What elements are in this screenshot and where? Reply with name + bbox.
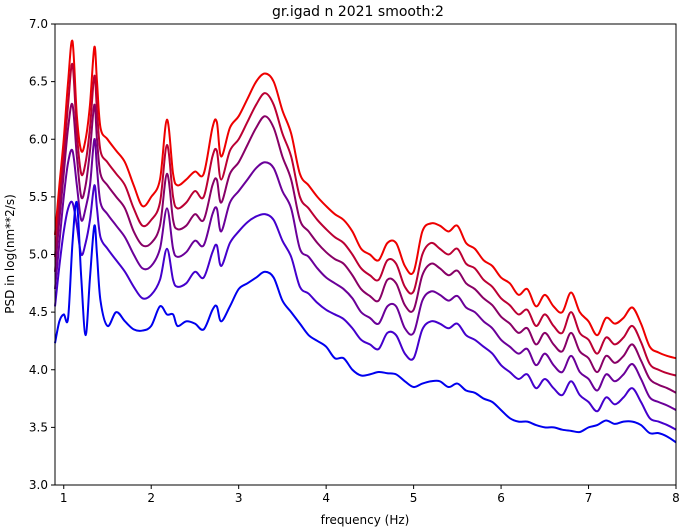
- y-axis: 3.0 3.5 4.0 4.5 5.0 5.5 6.0 6.5 7.0: [29, 17, 55, 492]
- x-axis: 1 2 3 4 5 6 7 8: [60, 485, 680, 505]
- x-tick-label: 6: [497, 491, 505, 505]
- y-tick-label: 5.5: [29, 190, 48, 204]
- y-tick-label: 3.5: [29, 420, 48, 434]
- series-line-5: [54, 184, 677, 431]
- y-tick-label: 4.5: [29, 305, 48, 319]
- x-tick-label: 3: [235, 491, 243, 505]
- x-tick-label: 5: [410, 491, 418, 505]
- chart-title: gr.igad n 2021 smooth:2: [272, 4, 444, 20]
- plot-frame: [54, 23, 677, 486]
- x-tick-label: 8: [672, 491, 680, 505]
- x-axis-label: frequency (Hz): [321, 513, 410, 527]
- x-tick-label: 2: [147, 491, 155, 505]
- x-tick-label: 1: [60, 491, 68, 505]
- y-axis-label: PSD in log(nm**2/s): [3, 194, 17, 314]
- series-line-4: [54, 138, 677, 411]
- y-tick-label: 7.0: [29, 17, 48, 31]
- y-tick-label: 3.0: [29, 478, 48, 492]
- x-tick-label: 4: [322, 491, 330, 505]
- series-line-1: [54, 39, 677, 360]
- series-line-3: [54, 102, 677, 394]
- y-tick-label: 4.0: [29, 363, 48, 377]
- y-tick-label: 6.0: [29, 132, 48, 146]
- series-group: [54, 39, 677, 444]
- series-line-6: [54, 200, 677, 444]
- series-line-2: [54, 63, 677, 377]
- y-tick-label: 6.5: [29, 75, 48, 89]
- y-tick-label: 5.0: [29, 248, 48, 262]
- x-tick-label: 7: [585, 491, 593, 505]
